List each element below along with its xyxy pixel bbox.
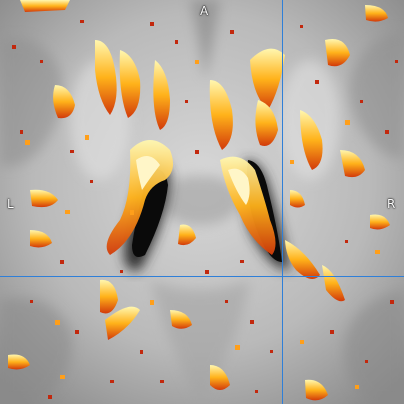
crosshair-horizontal[interactable] [0, 276, 404, 277]
crosshair-vertical[interactable] [282, 0, 283, 404]
